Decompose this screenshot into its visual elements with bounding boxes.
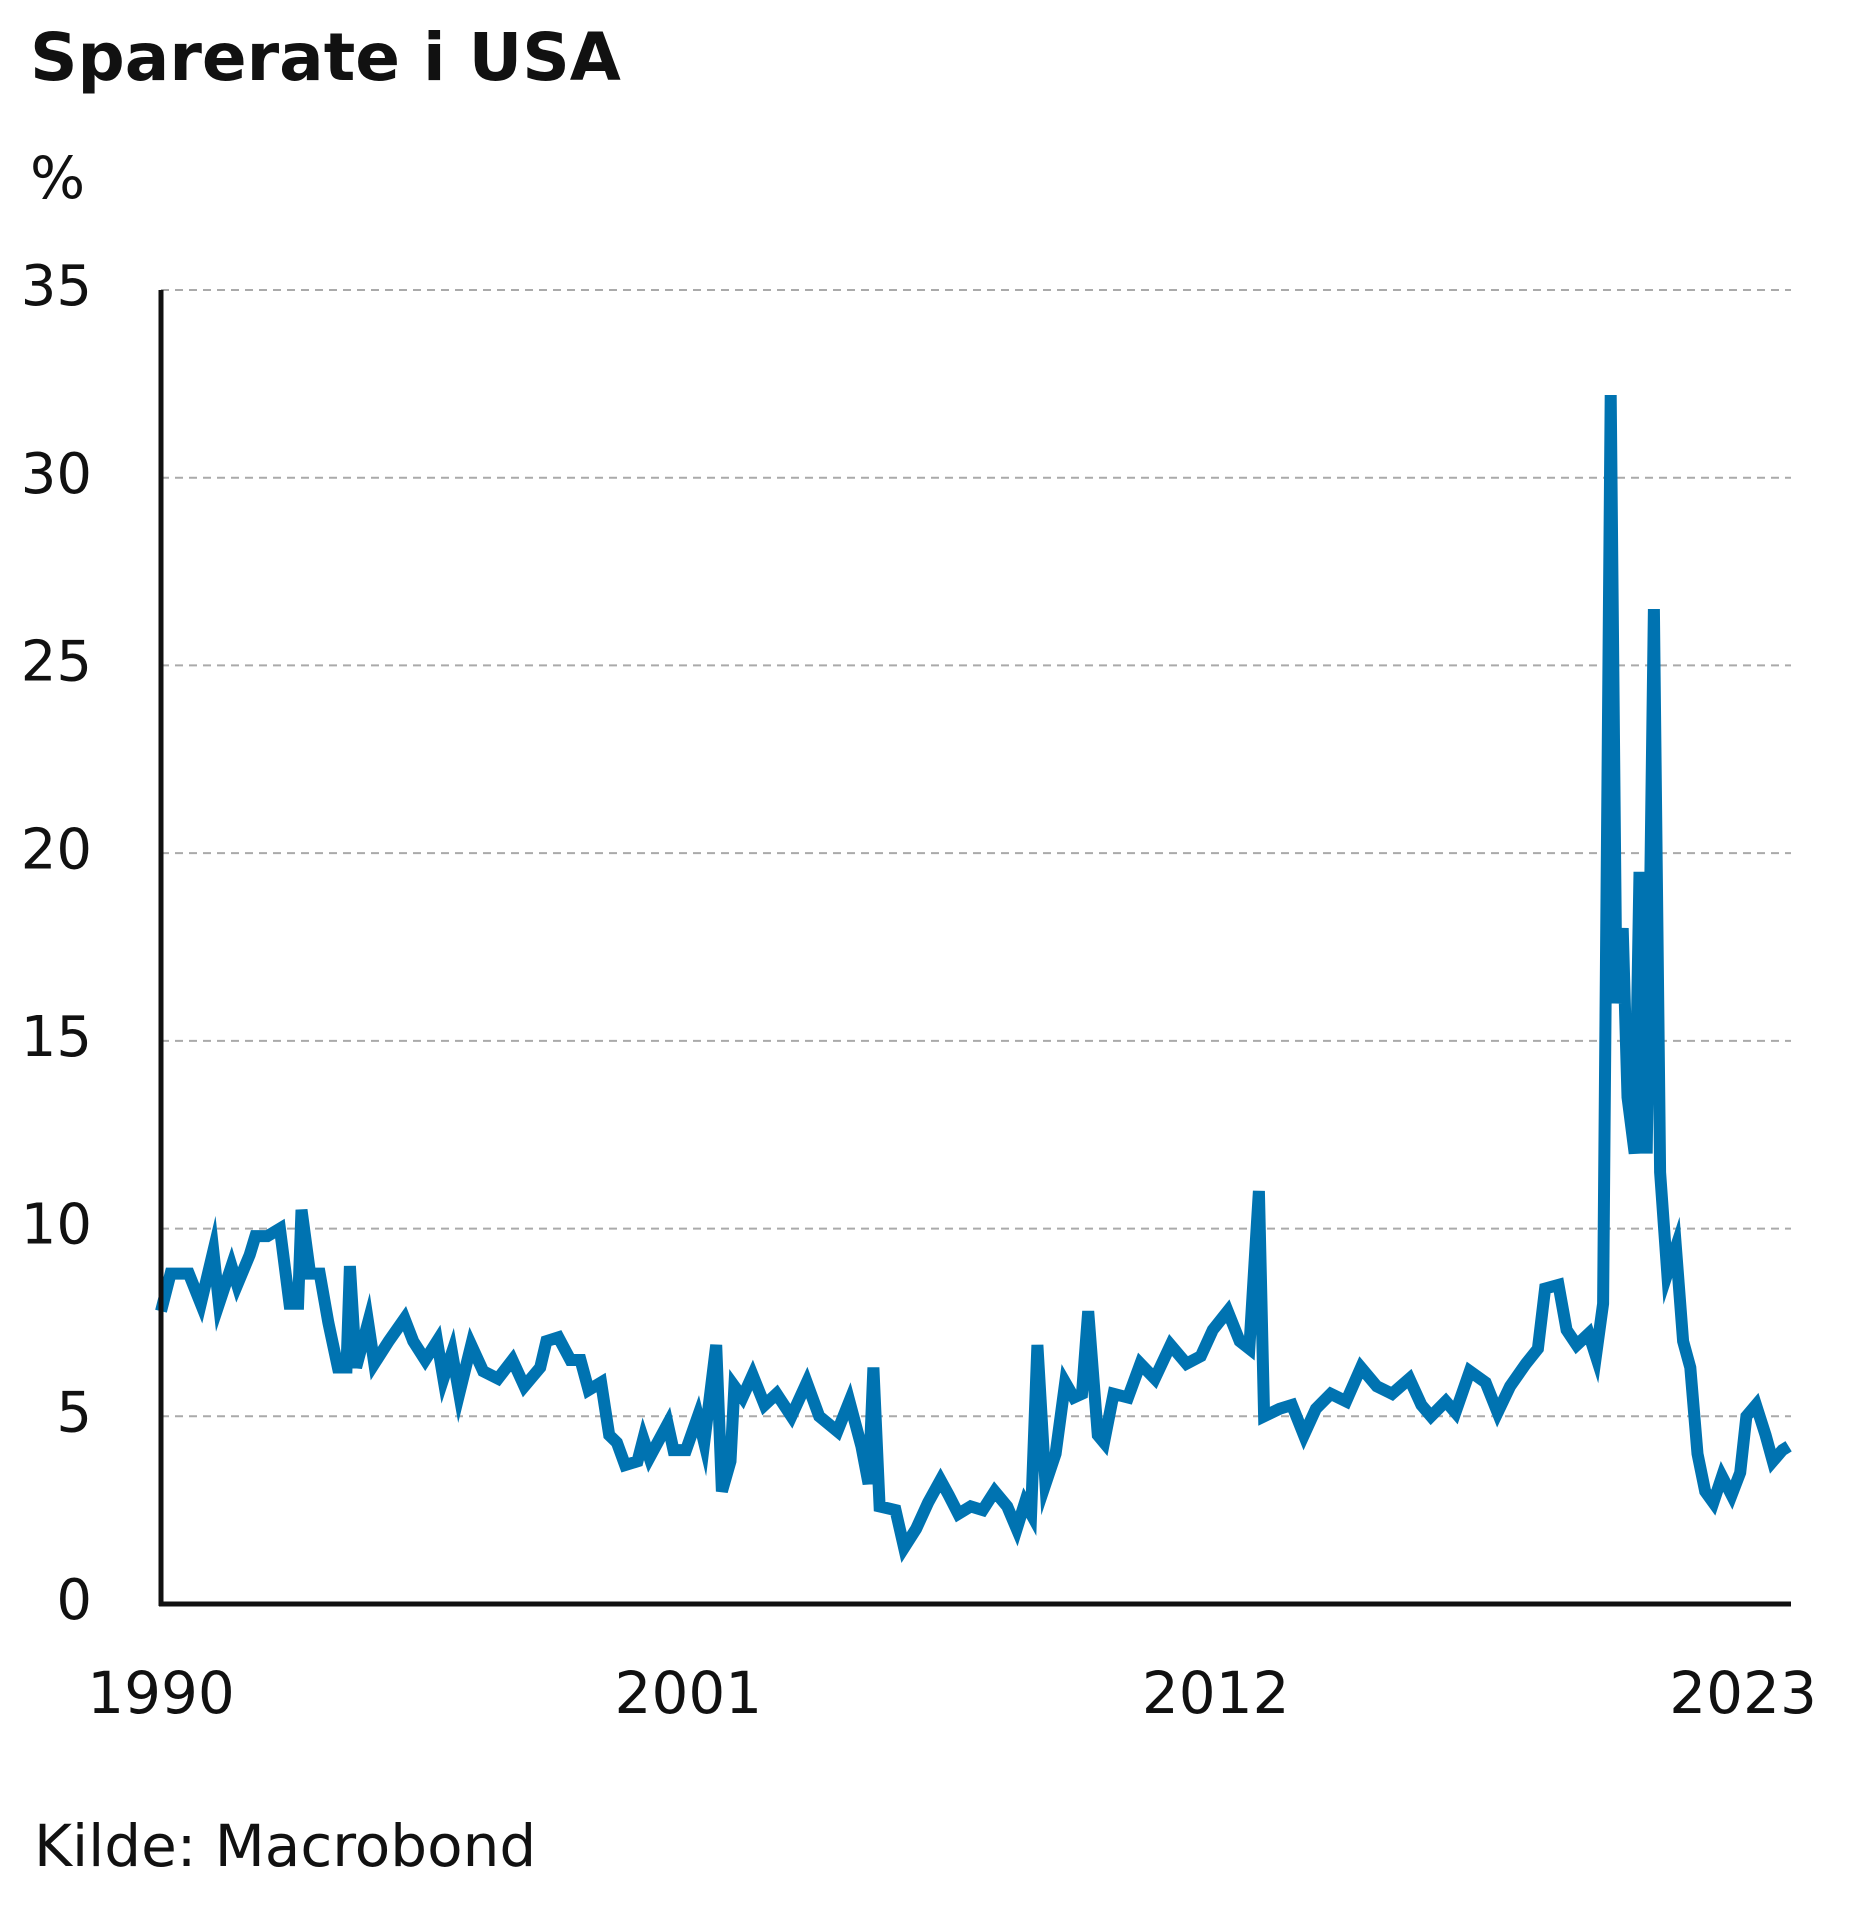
y-tick-label: 5 bbox=[56, 1380, 92, 1445]
x-tick-label: 1990 bbox=[87, 1659, 235, 1727]
chart-title: Sparerate i USA bbox=[30, 19, 621, 96]
y-tick-label: 15 bbox=[21, 1005, 92, 1070]
series-line bbox=[155, 395, 1792, 1564]
x-tick-label: 2023 bbox=[1669, 1659, 1817, 1727]
y-tick-label: 20 bbox=[21, 817, 92, 882]
y-axis-label: % bbox=[30, 144, 85, 212]
y-tick-label: 35 bbox=[21, 254, 92, 319]
x-tick-label: 2012 bbox=[1142, 1659, 1290, 1727]
y-tick-label: 30 bbox=[21, 442, 92, 507]
y-tick-label: 0 bbox=[56, 1568, 92, 1633]
y-tick-label: 25 bbox=[21, 630, 92, 695]
x-tick-label: 2001 bbox=[615, 1659, 763, 1727]
source-note: Kilde: Macrobond bbox=[34, 1812, 536, 1880]
y-tick-label: 10 bbox=[21, 1193, 92, 1258]
